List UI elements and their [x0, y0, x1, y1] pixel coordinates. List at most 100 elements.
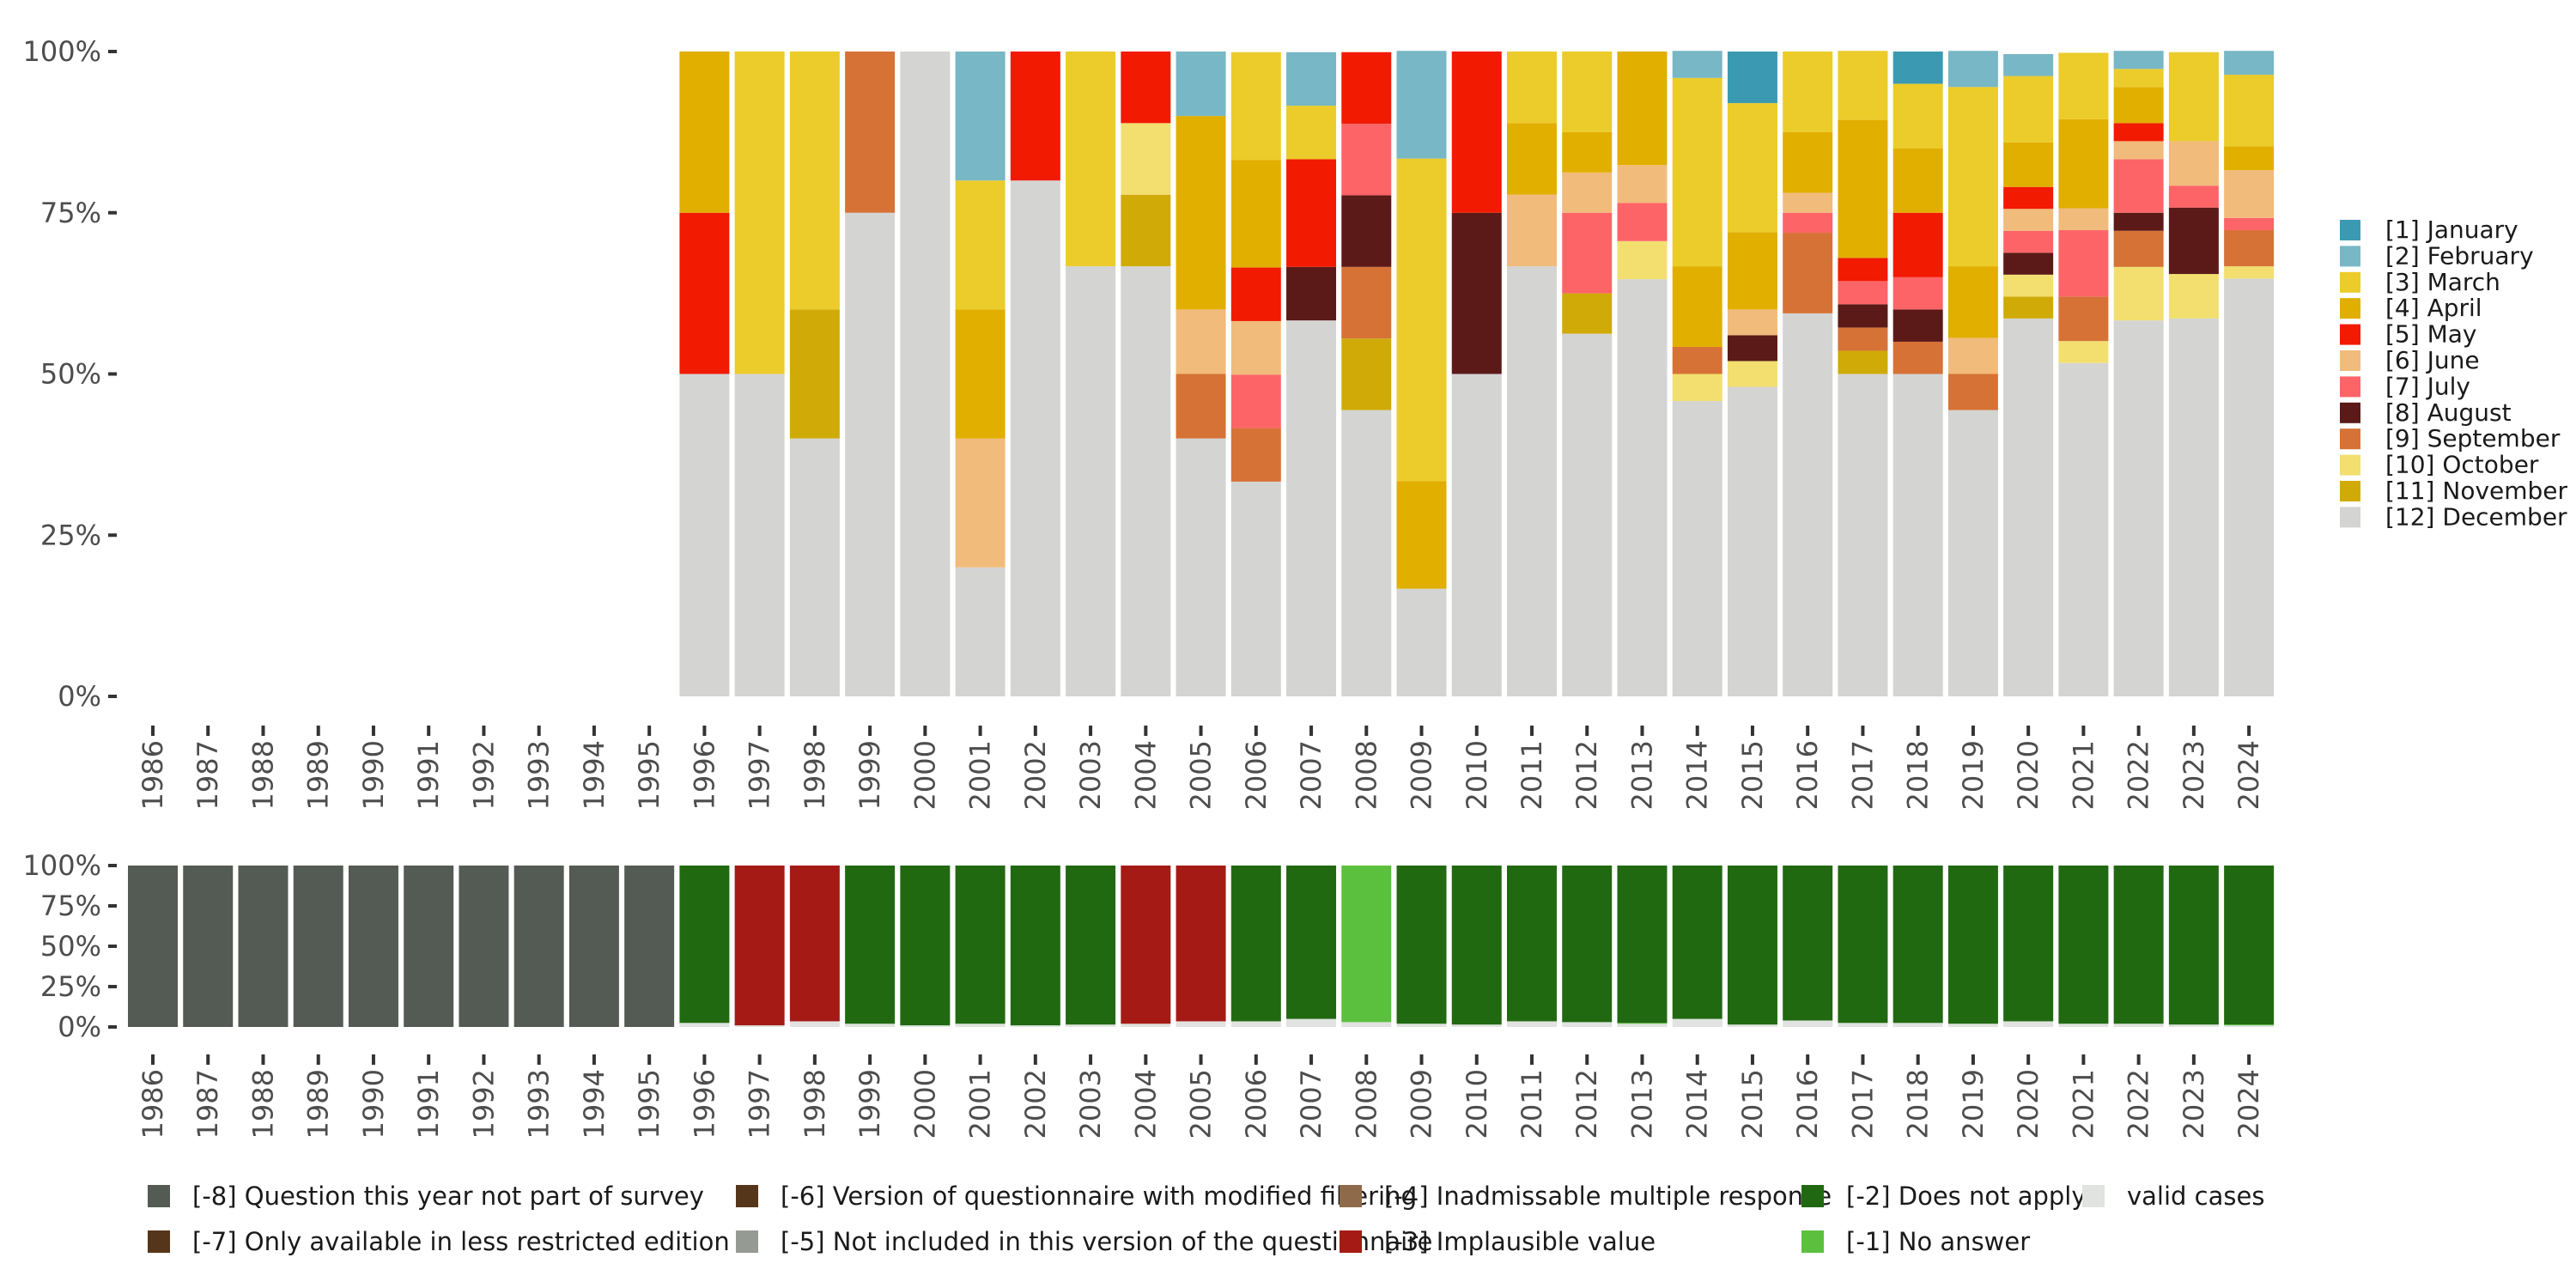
x-tick-label: 2004: [1129, 740, 1162, 810]
bar-segment: [1838, 304, 1888, 328]
bar-segment: [955, 309, 1005, 439]
x-tick-label: 2007: [1295, 1069, 1327, 1139]
x-tick-label: 2014: [1681, 740, 1714, 810]
x-tick-label: 1994: [578, 1069, 611, 1139]
x-tick-label: 1997: [744, 1069, 776, 1139]
bar-segment: [1783, 131, 1833, 193]
x-tick-label: 2008: [1350, 1069, 1382, 1139]
bar-segment: [1672, 266, 1722, 347]
bar-segment: [1396, 481, 1447, 589]
bar-segment: [1121, 1024, 1171, 1027]
x-tick-label: 1994: [578, 740, 611, 810]
legend-label: [-7] Only available in less restricted e…: [192, 1227, 730, 1256]
bar-segment: [1562, 293, 1613, 334]
legend-swatch: [2340, 507, 2360, 528]
bar-segment: [1947, 374, 1998, 410]
bar-segment: [1783, 313, 1833, 696]
bar-segment: [404, 866, 454, 1027]
bar-segment: [1451, 1024, 1502, 1027]
x-tick-label: 2013: [1625, 1069, 1658, 1139]
bar-segment: [955, 52, 1005, 181]
bar-segment: [238, 866, 289, 1027]
bar-segment: [1176, 866, 1226, 1022]
bar-segment: [1176, 52, 1226, 117]
x-tick-label: 1988: [246, 740, 279, 810]
bar-segment: [1562, 52, 1613, 132]
bar-segment: [1783, 233, 1833, 313]
bar-segment: [2003, 230, 2054, 253]
bar-segment: [1396, 51, 1447, 159]
legend-label: [-8] Question this year not part of surv…: [192, 1182, 704, 1211]
bar-segment: [734, 866, 785, 1026]
bar-segment: [1838, 866, 1888, 1024]
bar-segment: [2113, 69, 2164, 88]
x-tick-label: 2001: [964, 1069, 997, 1139]
bar-segment: [1507, 194, 1557, 267]
bar-segment: [568, 866, 619, 1027]
bar-segment: [2003, 252, 2054, 275]
bar-segment: [2168, 1024, 2219, 1027]
y-tick-label: 100%: [23, 35, 101, 68]
bar-segment: [1230, 160, 1281, 268]
x-tick-label: 2000: [908, 1069, 941, 1139]
x-tick-label: 2009: [1406, 740, 1438, 810]
bar-segment: [2003, 1021, 2054, 1027]
bar-segment: [1893, 83, 1943, 149]
legend-label: [-4] Inadmissable multiple response: [1384, 1182, 1832, 1211]
x-tick-label: 2002: [1019, 1069, 1052, 1139]
x-tick-label: 1999: [854, 1069, 886, 1139]
bar-segment: [1451, 212, 1502, 374]
bar-segment: [1562, 172, 1613, 213]
y-tick-label: 50%: [40, 930, 101, 963]
bar-segment: [1672, 374, 1722, 402]
legend-label: [10] October: [2385, 451, 2539, 479]
bar-segment: [2003, 54, 2054, 76]
bar-segment: [1727, 866, 1777, 1025]
legend-swatch: [2340, 481, 2360, 501]
legend-swatch: [2082, 1185, 2105, 1207]
bar-segment: [1838, 51, 1888, 120]
bar-segment: [2113, 123, 2164, 142]
bar-segment: [1396, 866, 1447, 1024]
bar-segment: [1507, 866, 1557, 1022]
x-tick-label: 2015: [1736, 1069, 1769, 1139]
bar-segment: [459, 866, 509, 1027]
legend-label: [1] January: [2385, 216, 2518, 244]
x-tick-label: 2009: [1406, 1069, 1438, 1139]
bar-segment: [955, 1024, 1005, 1027]
bar-segment: [1727, 361, 1777, 387]
bar-segment: [2003, 76, 2054, 143]
bar-segment: [1230, 320, 1281, 375]
bar-segment: [1010, 52, 1060, 181]
bar-segment: [679, 1023, 730, 1027]
bar-segment: [513, 866, 564, 1027]
bar-segment: [2113, 141, 2164, 160]
x-tick-label: 2004: [1129, 1069, 1162, 1139]
bar-segment: [789, 309, 840, 439]
bar-segment: [2224, 146, 2275, 171]
bar-segment: [1451, 866, 1502, 1025]
legend-swatch: [2340, 220, 2360, 240]
bar-segment: [1672, 51, 1722, 78]
x-tick-label: 2018: [1902, 1069, 1935, 1139]
bar-segment: [2003, 274, 2054, 297]
bar-segment: [1893, 148, 1943, 213]
bar-segment: [900, 1025, 951, 1027]
bar-segment: [1893, 52, 1943, 84]
bar-segment: [2058, 208, 2109, 231]
bar-segment: [2003, 142, 2054, 187]
bar-segment: [1396, 588, 1447, 696]
bar-segment: [789, 1021, 840, 1027]
bar-segment: [1341, 1022, 1392, 1027]
legend-swatch: [1340, 1230, 1362, 1253]
bar-segment: [1727, 52, 1777, 104]
bar-segment: [2224, 1024, 2275, 1026]
x-tick-label: 2010: [1461, 740, 1493, 810]
legend-swatch: [148, 1230, 170, 1253]
x-tick-label: 2012: [1571, 740, 1603, 810]
x-tick-label: 2017: [1846, 1069, 1879, 1139]
x-tick-label: 2008: [1350, 740, 1382, 810]
x-tick-label: 2011: [1516, 740, 1548, 810]
legend-swatch: [2340, 298, 2360, 319]
